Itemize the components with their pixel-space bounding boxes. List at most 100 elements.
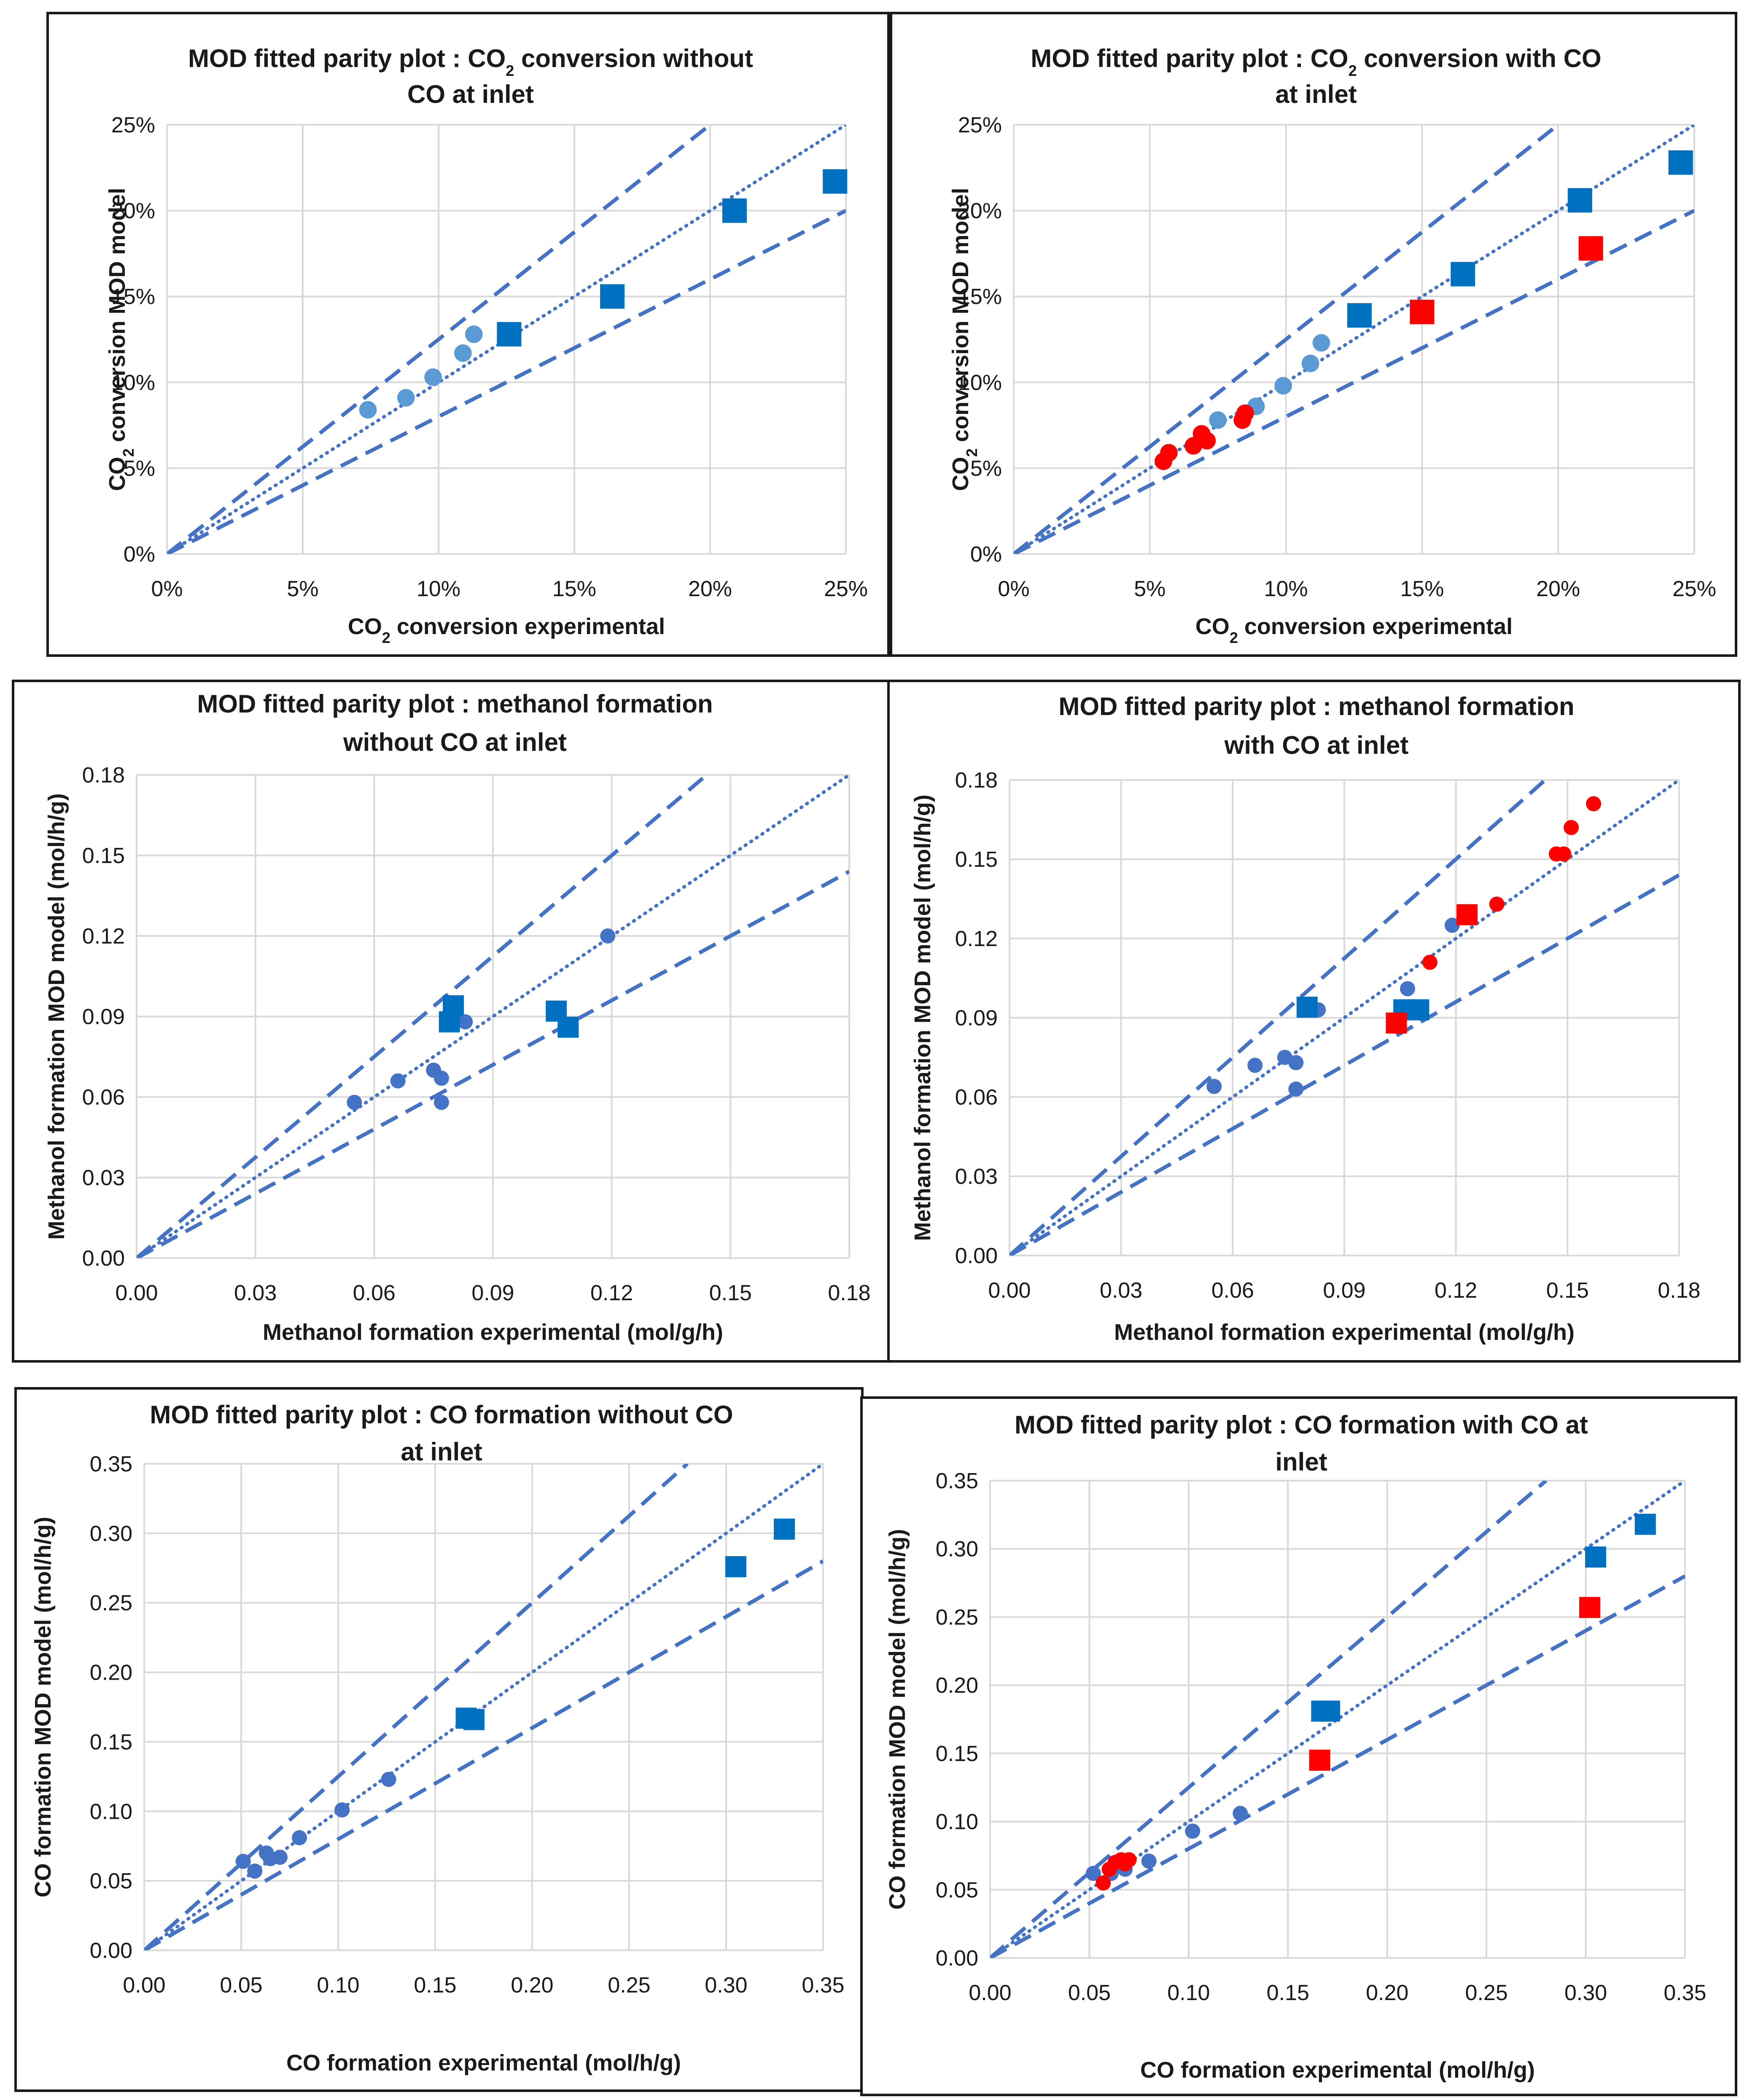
series-blue-squares xyxy=(455,1518,795,1730)
series-blue-circles xyxy=(1085,1806,1248,1881)
data-point-circle xyxy=(1556,846,1572,862)
series-blue-squares xyxy=(1311,1514,1656,1722)
y-tick-label: 0.10 xyxy=(936,1810,978,1834)
y-tick-label: 5% xyxy=(970,456,1002,481)
x-tick-label: 0.00 xyxy=(123,1973,165,1998)
data-point-circle xyxy=(292,1830,307,1845)
y-tick-label: 0.15 xyxy=(936,1742,978,1766)
reference-lines xyxy=(144,1464,823,1950)
data-point-square xyxy=(497,322,522,347)
data-point-square xyxy=(1319,1700,1341,1722)
data-point-circle xyxy=(1206,1078,1222,1094)
data-point-circle xyxy=(390,1073,406,1089)
chart-title-line: MOD fitted parity plot : CO2 conversion … xyxy=(1031,44,1601,79)
chart-svg: 0.00 0.00 0.05 0.05 0.10 0.10 0.15 0.15 0.20 0.20… xyxy=(885,1411,1707,2083)
y-tick-label: 10% xyxy=(958,371,1002,395)
data-point-circle xyxy=(1198,432,1216,450)
y-tick-label: 5% xyxy=(124,456,155,481)
chart-title-line: inlet xyxy=(1275,1448,1327,1476)
x-tick-label: 0.06 xyxy=(1211,1278,1254,1303)
series-red-circles xyxy=(1422,796,1602,970)
data-point-circle xyxy=(247,1863,263,1879)
data-point-square xyxy=(1585,1546,1607,1568)
reference-lines xyxy=(1014,125,1694,554)
data-point-circle xyxy=(1096,1875,1111,1891)
y-tick-label: 0.09 xyxy=(955,1006,998,1030)
data-point-circle xyxy=(1422,955,1437,970)
data-point-circle xyxy=(1185,1823,1201,1839)
data-point-square xyxy=(1296,996,1318,1018)
chart-title-line: without CO at inlet xyxy=(343,728,567,756)
data-point-square xyxy=(1567,188,1592,213)
data-point-square xyxy=(1456,904,1478,925)
x-tick-label: 0.09 xyxy=(471,1281,514,1305)
data-point-circle xyxy=(397,389,415,407)
x-axis-title: Methanol formation experimental (mol/g/h… xyxy=(263,1320,723,1345)
chart-title-line: with CO at inlet xyxy=(1224,731,1409,759)
series-blue-squares xyxy=(1296,996,1429,1021)
x-tick-label: 0.15 xyxy=(414,1973,456,1998)
x-axis-title: CO formation experimental (mol/h/g) xyxy=(286,2050,681,2076)
y-tick-label: 0.25 xyxy=(936,1605,978,1629)
x-tick-label: 0.30 xyxy=(705,1973,747,1998)
data-point-circle xyxy=(1301,355,1319,372)
data-point-circle xyxy=(1400,981,1415,997)
data-point-square xyxy=(1451,262,1475,287)
ref-line-parity xyxy=(167,125,846,554)
y-tick-label: 15% xyxy=(111,285,155,309)
y-tick-label: 0.15 xyxy=(955,847,998,872)
chart-svg: 0.00 0.00 0.05 0.05 0.10 0.10 0.15 0.15 0.20 0.20… xyxy=(30,1401,845,2076)
x-tick-label: 0.00 xyxy=(115,1281,158,1305)
y-tick-label: 0% xyxy=(970,542,1002,567)
data-point-circle xyxy=(600,928,616,944)
data-point-square xyxy=(1309,1750,1330,1771)
series-blue-circles xyxy=(1209,334,1330,429)
ref-line-parity xyxy=(137,775,849,1258)
x-tick-label: 5% xyxy=(1134,577,1166,601)
series-red-squares xyxy=(1309,1597,1600,1771)
x-tick-label: 0% xyxy=(151,577,183,601)
x-tick-label: 0.25 xyxy=(608,1973,650,1998)
x-tick-label: 25% xyxy=(824,577,868,601)
y-tick-label: 20% xyxy=(111,199,155,223)
x-tick-label: 0.12 xyxy=(1435,1278,1477,1303)
chart-panel-methanol-without-co: 0.00 0.00 0.03 0.03 0.06 0.06 0.09 0.09 0.12 0.12… xyxy=(12,680,893,1363)
chart-svg: 0% 0% 5% 5% 10% 10% 15% 15% 20% 20% 25% 25% MOD fitt… xyxy=(105,44,868,646)
y-tick-label: 0.35 xyxy=(936,1469,978,1493)
ref-line-lower-bound xyxy=(144,1559,823,1950)
chart-title-line: CO at inlet xyxy=(407,80,534,108)
series-blue-circles xyxy=(347,928,616,1110)
data-point-square xyxy=(722,198,747,223)
data-point-circle xyxy=(1160,444,1178,462)
ref-line-upper-bound xyxy=(990,1481,1548,1958)
series-blue-squares xyxy=(497,169,848,347)
x-tick-label: 0.10 xyxy=(1167,1981,1210,2005)
x-tick-label: 10% xyxy=(1264,577,1308,601)
x-tick-label: 0.09 xyxy=(1323,1278,1365,1303)
y-axis-title: Methanol formation MOD model (mol/h/g) xyxy=(910,795,935,1241)
x-tick-label: 0.15 xyxy=(1267,1981,1309,2005)
y-tick-label: 0.00 xyxy=(936,1946,978,1971)
chart-title-line: MOD fitted parity plot : CO formation wi… xyxy=(150,1401,733,1429)
data-point-circle xyxy=(235,1853,251,1869)
ref-line-parity xyxy=(1014,125,1694,554)
data-point-circle xyxy=(1209,411,1227,429)
y-tick-label: 0.20 xyxy=(90,1661,132,1685)
ref-line-upper-bound xyxy=(1014,125,1559,554)
data-point-square xyxy=(463,1709,485,1730)
data-point-circle xyxy=(424,368,442,386)
series-blue-squares xyxy=(1347,150,1693,328)
chart-title-line: at inlet xyxy=(401,1438,482,1466)
data-point-square xyxy=(1579,1597,1600,1618)
data-point-circle xyxy=(1141,1853,1157,1869)
chart-title-line: MOD fitted parity plot : CO2 conversion … xyxy=(188,44,753,79)
chart-title-line: at inlet xyxy=(1275,80,1357,108)
data-point-circle xyxy=(1489,896,1505,912)
reference-lines xyxy=(167,125,846,554)
y-tick-label: 0.15 xyxy=(82,844,125,868)
data-point-circle xyxy=(433,1070,449,1086)
y-tick-label: 0.25 xyxy=(90,1591,132,1616)
chart-title-line: MOD fitted parity plot : methanol format… xyxy=(197,690,713,718)
x-tick-label: 0.03 xyxy=(1100,1278,1142,1303)
chart-panel-co-formation-with-co: 0.00 0.00 0.05 0.05 0.10 0.10 0.15 0.15 0.20 0.20… xyxy=(860,1396,1737,2096)
